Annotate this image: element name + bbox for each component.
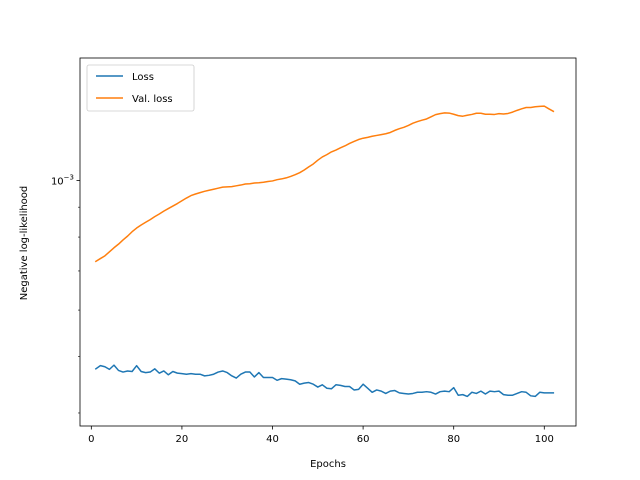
x-axis-label: Epochs xyxy=(310,459,346,470)
x-tick-label: 20 xyxy=(176,434,189,445)
legend: Loss Val. loss xyxy=(86,64,195,112)
series-line-val-loss xyxy=(94,105,555,263)
series-line-loss xyxy=(94,364,555,398)
x-tick-label: 40 xyxy=(266,434,279,445)
y-tick-label: 10−3 xyxy=(51,173,74,187)
legend-entry-label: Val. loss xyxy=(132,94,173,105)
x-axis-ticks: 0 20 40 60 80 100 xyxy=(88,426,554,445)
axes-frame xyxy=(79,57,577,427)
x-tick-label: 80 xyxy=(447,434,460,445)
y-axis-ticks: 10−3 xyxy=(51,173,80,414)
legend-entry-label: Loss xyxy=(132,72,154,83)
x-tick-label: 0 xyxy=(88,434,94,445)
y-axis-label: Negative log-likelihood xyxy=(19,186,30,301)
x-tick-label: 60 xyxy=(357,434,370,445)
x-tick-label: 100 xyxy=(535,434,554,445)
plot-area xyxy=(94,105,555,398)
